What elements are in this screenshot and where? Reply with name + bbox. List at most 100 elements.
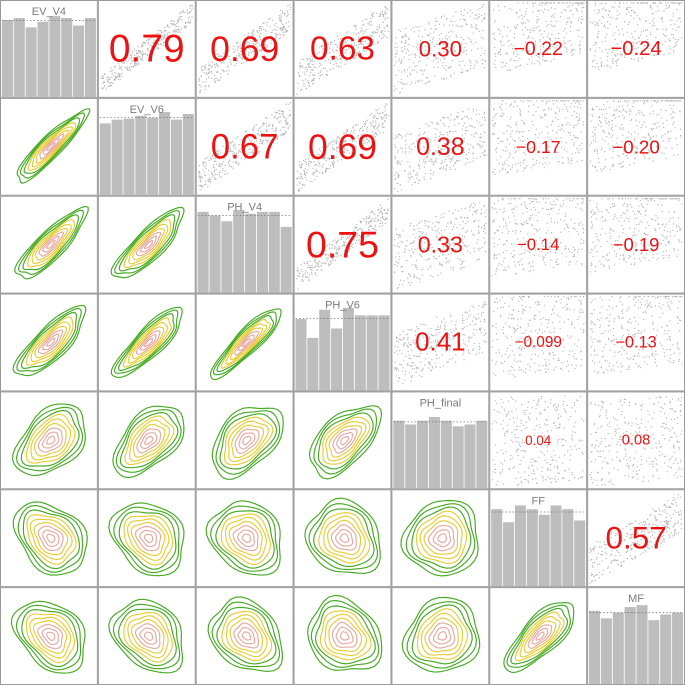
scatter-point [283, 25, 285, 28]
scatter-point [524, 26, 527, 28]
scatter-point [311, 266, 314, 269]
scatter-point [222, 167, 224, 170]
scatter-point [464, 20, 466, 22]
scatter-point [670, 113, 672, 116]
scatter-point [642, 30, 645, 32]
scatter-point [308, 85, 310, 87]
scatter-point [630, 111, 632, 113]
scatter-point [282, 113, 284, 115]
scatter-point [287, 103, 290, 105]
scatter-point [606, 136, 608, 138]
scatter-point [208, 67, 211, 70]
scatter-point [571, 251, 573, 254]
scatter-point [552, 2, 555, 4]
scatter-point [318, 77, 321, 80]
scatter-point [578, 52, 581, 54]
scatter-point [570, 261, 572, 263]
scatter-point [265, 30, 267, 32]
scatter-point [547, 23, 549, 26]
scatter-point [468, 118, 470, 120]
scatter-point [597, 24, 599, 26]
scatter-point [436, 20, 438, 22]
scatter-point [526, 19, 528, 21]
scatter-point [601, 40, 603, 43]
scatter-point [270, 35, 273, 37]
scatter-point [172, 22, 175, 25]
scatter-point [482, 141, 484, 143]
scatter-point [166, 32, 168, 34]
scatter-point [118, 75, 121, 77]
scatter-point [159, 39, 161, 42]
scatter-point [414, 82, 416, 84]
scatter-point [569, 30, 572, 33]
scatter-point [581, 143, 583, 145]
scatter-point [548, 107, 550, 109]
scatter-point [401, 148, 403, 150]
scatter-point [120, 66, 122, 68]
scatter-point [672, 49, 675, 52]
scatter-point [324, 67, 326, 70]
scatter-point [382, 117, 384, 119]
scatter-point [368, 23, 370, 25]
scatter-point [668, 4, 671, 7]
scatter-point [602, 220, 604, 222]
scatter-point [484, 16, 486, 19]
scatter-point [417, 182, 420, 184]
scatter-point [538, 4, 540, 6]
scatter-point [582, 224, 584, 226]
scatter-point [202, 163, 204, 165]
scatter-point [384, 107, 386, 109]
scatter-point [281, 113, 283, 115]
scatter-point [500, 49, 502, 51]
scatter-point [235, 58, 238, 60]
scatter-point [531, 200, 533, 203]
scatter-point [409, 72, 411, 74]
scatter-point [643, 102, 646, 104]
scatter-point [398, 174, 400, 177]
scatter-point [678, 239, 680, 241]
scatter-point [376, 117, 378, 120]
scatter-point [107, 80, 109, 83]
scatter-point [126, 66, 128, 68]
scatter-point [660, 243, 663, 245]
scatter-point [516, 105, 518, 107]
scatter-point [325, 170, 327, 172]
scatter-point [394, 187, 396, 190]
scatter-point [381, 213, 383, 216]
scatter-point [547, 101, 549, 103]
scatter-point [495, 147, 498, 149]
scatter-point [312, 69, 314, 71]
scatter-point [503, 225, 505, 228]
scatter-point [497, 244, 499, 246]
scatter-point [377, 42, 379, 45]
scatter-point [661, 16, 663, 19]
histogram-bar [366, 315, 378, 391]
scatter-point [620, 128, 622, 130]
scatter-point [387, 208, 389, 210]
scatter-point [289, 102, 292, 104]
scatter-point [220, 76, 222, 78]
scatter-point [416, 177, 418, 180]
scatter-point [576, 161, 578, 163]
scatter-point [219, 72, 221, 75]
scatter-point [212, 175, 215, 177]
scatter-point [656, 101, 658, 103]
scatter-point [472, 160, 474, 162]
scatter-point [644, 29, 647, 31]
scatter-point [576, 10, 579, 12]
panel-EV_V6-FF: −0.17 [489, 97, 588, 196]
scatter-point [419, 167, 421, 170]
scatter-point [178, 18, 180, 20]
scatter-point [658, 198, 660, 200]
scatter-point [533, 198, 535, 200]
scatter-point [106, 76, 108, 78]
scatter-point [298, 188, 300, 190]
scatter-point [474, 64, 476, 66]
scatter-point [397, 162, 399, 164]
scatter-point [624, 20, 626, 23]
scatter-point [258, 35, 261, 37]
scatter-point [681, 2, 683, 4]
scatter-point [641, 205, 643, 207]
scatter-point [603, 265, 605, 267]
scatter-point [400, 61, 403, 64]
